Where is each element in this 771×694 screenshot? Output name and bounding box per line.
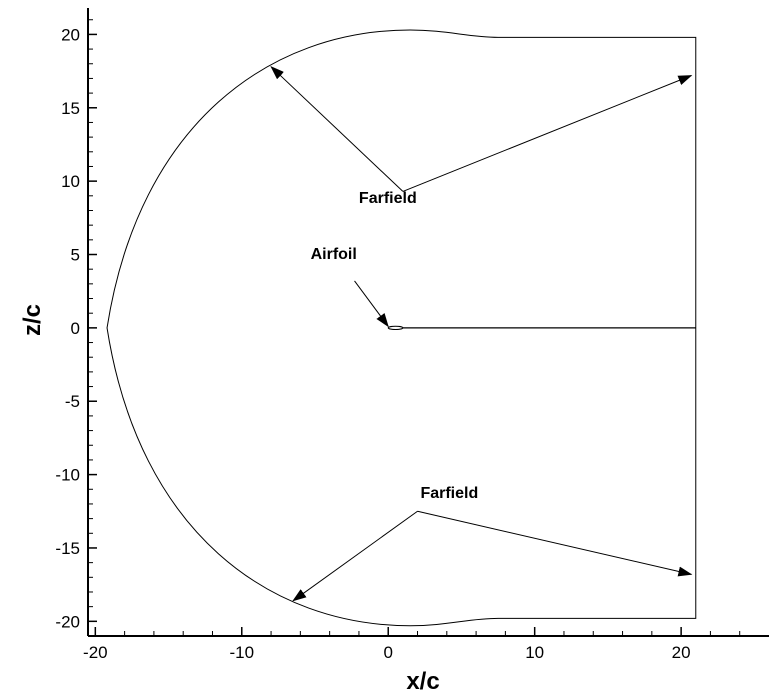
y-tick-label: -5 — [65, 392, 80, 411]
annotation-arrow — [292, 510, 418, 602]
y-tick-label: -10 — [55, 466, 80, 485]
y-tick-label: 0 — [71, 319, 80, 338]
y-tick-label: 20 — [61, 25, 80, 44]
farfield-boundary — [106, 29, 697, 627]
annotation-arrow — [417, 510, 693, 577]
x-tick-label: 20 — [672, 643, 691, 662]
x-tick-label: 0 — [383, 643, 392, 662]
y-tick-label: 15 — [61, 99, 80, 118]
annotations-group: Farfield Airfoil Farfield — [270, 66, 693, 602]
annotation-label: Farfield — [359, 190, 417, 207]
annotation-arrow — [354, 280, 389, 328]
annotation-arrow — [270, 66, 404, 192]
x-axis-title: x/c — [406, 668, 439, 694]
x-tick-label: 10 — [525, 643, 544, 662]
y-tick-label: -20 — [55, 612, 80, 631]
x-tick-label: -10 — [229, 643, 254, 662]
y-axis-title: z/c — [19, 304, 46, 336]
x-tick-label: -20 — [83, 643, 108, 662]
y-tick-label: -15 — [55, 539, 80, 558]
y-tick-label: 10 — [61, 172, 80, 191]
airfoil-shape — [387, 325, 404, 330]
domain-boundary-group — [106, 29, 697, 627]
annotation-label: Farfield — [420, 485, 478, 502]
y-tick-label: 5 — [71, 246, 80, 265]
axes-group: -20 -10 0 10 20 20 15 10 5 0 -5 -10 -15 -20 — [55, 8, 769, 662]
annotation-label: Airfoil — [311, 246, 357, 263]
annotation-arrow — [402, 75, 693, 192]
